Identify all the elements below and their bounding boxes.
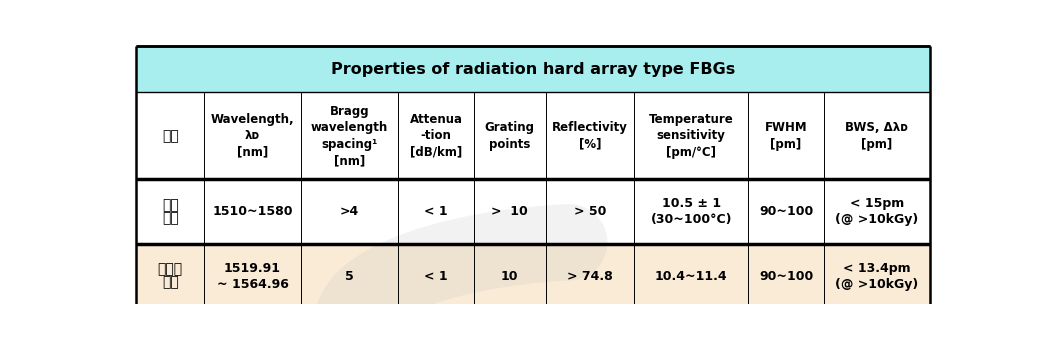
Bar [136, 92, 930, 179]
Text: FWHM
[pm]: FWHM [pm] [764, 121, 807, 150]
Text: Wavelength,
λᴅ
[nm]: Wavelength, λᴅ [nm] [211, 113, 294, 159]
Text: 조건: 조건 [162, 211, 179, 225]
Text: < 1: < 1 [424, 205, 448, 218]
Text: > 74.8: > 74.8 [567, 269, 613, 282]
Text: >  10: > 10 [492, 205, 528, 218]
Bar [136, 244, 930, 308]
Text: 90~100: 90~100 [759, 269, 813, 282]
Text: 1510~1580: 1510~1580 [212, 205, 292, 218]
Text: >4: >4 [340, 205, 359, 218]
Text: < 1: < 1 [424, 269, 448, 282]
Text: 5: 5 [345, 269, 354, 282]
Text: 10.4~11.4: 10.4~11.4 [655, 269, 728, 282]
Text: 시작품: 시작품 [158, 263, 183, 276]
Text: 설계: 설계 [162, 198, 179, 212]
Text: 10: 10 [501, 269, 519, 282]
Text: Properties of radiation hard array type FBGs: Properties of radiation hard array type … [331, 62, 735, 77]
Text: Reflectivity
[%]: Reflectivity [%] [552, 121, 628, 150]
Bar [136, 46, 930, 92]
Text: Attenua
-tion
[dB/km]: Attenua -tion [dB/km] [410, 113, 463, 159]
Text: < 15pm
(@ >10kGy): < 15pm (@ >10kGy) [835, 197, 918, 226]
Text: > 50: > 50 [574, 205, 606, 218]
Text: 구분: 구분 [162, 129, 179, 143]
Text: Temperature
sensitivity
[pm/°C]: Temperature sensitivity [pm/°C] [649, 113, 733, 159]
Text: 1519.91
~ 1564.96: 1519.91 ~ 1564.96 [216, 262, 288, 291]
Text: 10.5 ± 1
(30~100°C): 10.5 ± 1 (30~100°C) [650, 197, 732, 226]
Text: Grating
points: Grating points [485, 121, 535, 150]
Text: 90~100: 90~100 [759, 205, 813, 218]
Text: < 13.4pm
(@ >10kGy): < 13.4pm (@ >10kGy) [835, 262, 918, 291]
Bar [136, 179, 930, 244]
Text: BWS, Δλᴅ
[pm]: BWS, Δλᴅ [pm] [846, 121, 908, 150]
Text: Bragg
wavelength
spacing¹
[nm]: Bragg wavelength spacing¹ [nm] [311, 105, 388, 167]
Text: 특성: 특성 [162, 276, 179, 290]
